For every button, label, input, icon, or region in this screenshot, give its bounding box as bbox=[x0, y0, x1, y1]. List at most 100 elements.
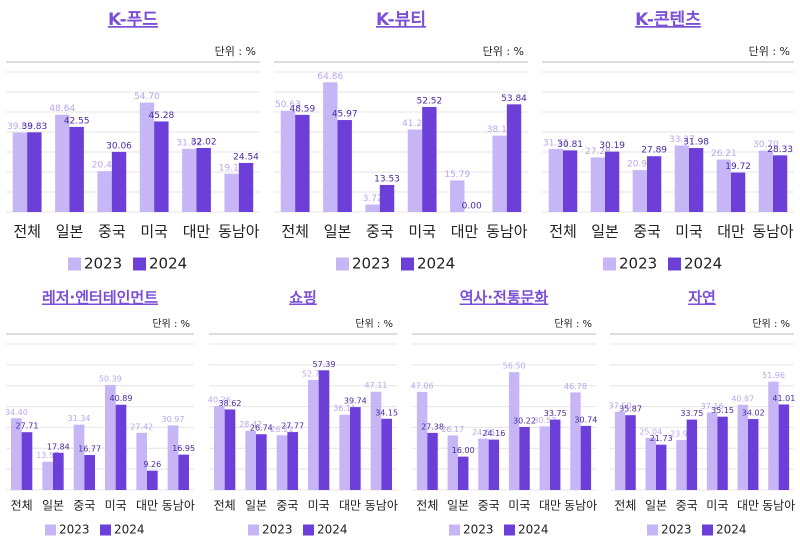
x-tick-label: 동남아 bbox=[365, 499, 398, 513]
bar bbox=[27, 132, 42, 212]
value-label: 19.12 bbox=[219, 163, 245, 173]
value-label: 48.64 bbox=[49, 104, 75, 114]
value-label: 45.97 bbox=[332, 110, 358, 120]
bar bbox=[447, 435, 458, 490]
legend-swatch bbox=[336, 257, 349, 271]
x-tick-label: 대만 bbox=[451, 223, 479, 241]
value-label: 27.28 bbox=[585, 147, 611, 157]
value-label: 26.74 bbox=[250, 424, 273, 433]
legend-label: 2023 bbox=[619, 255, 657, 273]
value-label: 23.97 bbox=[670, 430, 693, 439]
value-label: 32.02 bbox=[191, 137, 217, 147]
x-tick-label: 일본 bbox=[645, 499, 667, 513]
value-label: 53.84 bbox=[501, 94, 527, 104]
x-tick-label: 대만 bbox=[339, 499, 361, 513]
legend-swatch bbox=[702, 524, 713, 536]
unit-label: 단위 : % bbox=[215, 45, 256, 58]
value-label: 35.87 bbox=[619, 405, 642, 414]
legend-swatch bbox=[668, 257, 681, 271]
value-label: 30.19 bbox=[599, 141, 625, 151]
bar bbox=[645, 437, 656, 490]
value-label: 52.52 bbox=[416, 96, 442, 106]
value-label: 40.89 bbox=[110, 394, 133, 403]
x-tick-label: 중국 bbox=[676, 499, 698, 513]
bar bbox=[731, 172, 746, 212]
value-label: 3.72 bbox=[363, 194, 383, 204]
value-label: 36.11 bbox=[333, 404, 356, 413]
legend-label: 2023 bbox=[661, 523, 692, 537]
value-label: 24.63 bbox=[472, 428, 495, 437]
bar bbox=[337, 120, 352, 212]
x-tick-label: 대만 bbox=[183, 223, 211, 241]
bar bbox=[350, 407, 361, 490]
value-label: 28.42 bbox=[239, 420, 262, 429]
bar bbox=[11, 418, 22, 490]
legend-swatch bbox=[248, 524, 259, 536]
bar bbox=[379, 184, 395, 212]
x-tick-label: 동남아 bbox=[762, 499, 795, 513]
legend-label: 2024 bbox=[149, 255, 187, 273]
x-tick-label: 대만 bbox=[737, 499, 759, 513]
bar bbox=[280, 110, 296, 212]
value-label: 26.21 bbox=[711, 149, 737, 159]
value-label: 19.72 bbox=[725, 162, 751, 172]
x-tick-label: 대만 bbox=[717, 223, 745, 241]
value-label: 13.57 bbox=[36, 451, 59, 460]
bar bbox=[224, 409, 236, 490]
x-tick-label: 일본 bbox=[447, 499, 469, 513]
legend-swatch bbox=[100, 524, 111, 536]
legend-swatch bbox=[303, 524, 314, 536]
value-label: 20.95 bbox=[627, 160, 653, 170]
bar bbox=[768, 381, 779, 490]
value-label: 39.68 bbox=[7, 122, 33, 132]
value-label: 34.40 bbox=[5, 408, 28, 417]
bar bbox=[308, 379, 319, 490]
x-tick-label: 미국 bbox=[308, 499, 330, 513]
value-label: 20.42 bbox=[92, 161, 118, 171]
bar bbox=[717, 416, 728, 490]
bar bbox=[105, 384, 116, 490]
bar bbox=[548, 148, 563, 212]
x-tick-label: 중국 bbox=[73, 499, 95, 513]
bar bbox=[55, 114, 70, 212]
value-label: 27.71 bbox=[16, 422, 39, 431]
x-tick-label: 동남아 bbox=[564, 499, 597, 513]
value-label: 34.02 bbox=[742, 409, 765, 418]
bar bbox=[69, 126, 84, 212]
x-tick-label: 중국 bbox=[633, 223, 661, 241]
bar bbox=[167, 425, 179, 490]
bar bbox=[12, 132, 28, 212]
value-label: 40.87 bbox=[731, 394, 754, 403]
value-label: 17.84 bbox=[47, 442, 70, 451]
legend-label: 2023 bbox=[352, 255, 390, 273]
bar bbox=[605, 151, 620, 212]
bar bbox=[539, 426, 550, 490]
bar bbox=[748, 419, 759, 490]
x-tick-label: 전체 bbox=[13, 223, 41, 241]
x-tick-label: 전체 bbox=[281, 223, 309, 241]
bar bbox=[676, 440, 687, 490]
x-tick-label: 중국 bbox=[98, 223, 126, 241]
legend-swatch bbox=[603, 257, 616, 271]
x-tick-label: 미국 bbox=[105, 499, 127, 513]
value-label: 28.33 bbox=[767, 145, 793, 155]
bar bbox=[287, 432, 298, 490]
bar bbox=[550, 419, 561, 490]
bar bbox=[458, 456, 469, 490]
bar bbox=[295, 114, 310, 212]
value-label: 25.04 bbox=[639, 427, 662, 436]
bar bbox=[323, 82, 338, 212]
bar bbox=[245, 430, 256, 490]
chart-title: K-뷰티 bbox=[376, 10, 426, 30]
bar bbox=[614, 411, 626, 490]
x-tick-label: 미국 bbox=[408, 223, 436, 241]
value-label: 30.06 bbox=[106, 141, 132, 151]
unit-label: 단위 : % bbox=[483, 45, 524, 58]
value-label: 50.63 bbox=[275, 100, 301, 110]
value-label: 33.75 bbox=[680, 409, 703, 418]
bar bbox=[778, 404, 790, 490]
bar bbox=[422, 106, 437, 212]
value-label: 41.24 bbox=[402, 119, 428, 129]
legend-swatch bbox=[133, 257, 146, 271]
chart-title: K-콘텐츠 bbox=[635, 10, 701, 30]
